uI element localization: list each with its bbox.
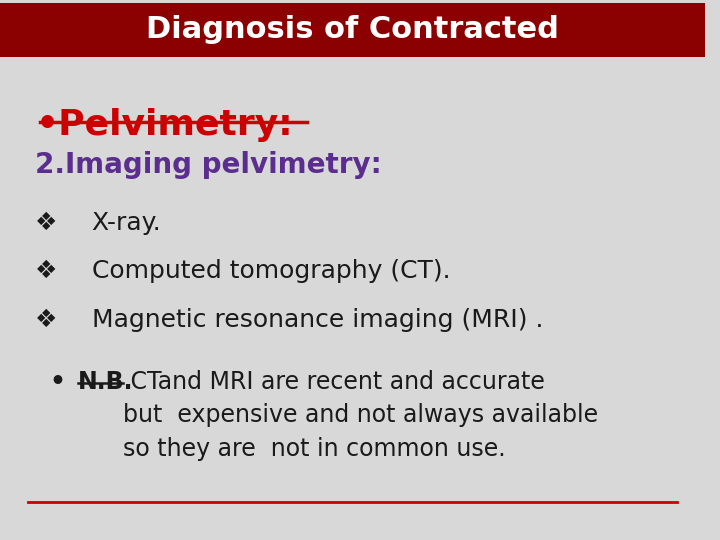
Text: •: • [50,370,66,394]
Text: ❖: ❖ [35,211,58,234]
Text: Computed tomography (CT).: Computed tomography (CT). [91,259,450,283]
Text: X-ray.: X-ray. [91,211,161,234]
Text: 2.Imaging pelvimetry:: 2.Imaging pelvimetry: [35,151,382,179]
Text: CTand MRI are recent and accurate
but  expensive and not always available
so the: CTand MRI are recent and accurate but ex… [123,370,598,461]
Text: ❖: ❖ [35,259,58,283]
FancyBboxPatch shape [0,3,705,57]
Text: ❖: ❖ [35,308,58,332]
Text: Magnetic resonance imaging (MRI) .: Magnetic resonance imaging (MRI) . [91,308,543,332]
Text: N.B.: N.B. [78,370,133,394]
Text: Diagnosis of Contracted: Diagnosis of Contracted [146,15,559,44]
Text: •Pelvimetry:: •Pelvimetry: [35,108,293,142]
